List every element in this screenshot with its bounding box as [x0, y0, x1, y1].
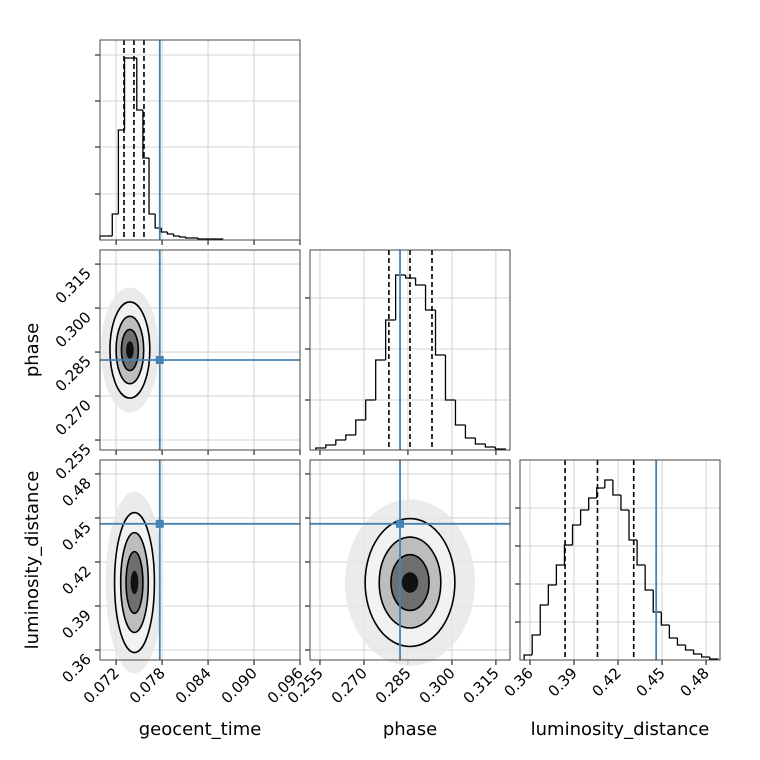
x-tick-label: 0.39 [544, 664, 580, 700]
truth-marker [155, 355, 164, 364]
hist-bin [197, 238, 205, 240]
x-tick-label: 0.270 [328, 664, 371, 707]
hist-bin [692, 650, 702, 655]
y-tick-label: 0.300 [52, 308, 95, 351]
density-contour [126, 341, 134, 359]
hist-bin [434, 310, 446, 356]
hist-bin [365, 399, 376, 420]
hist-bin [604, 479, 613, 488]
x-tick-label: 0.090 [218, 664, 261, 707]
panel-frame [309, 459, 511, 661]
y-axis-label: luminosity_distance [22, 471, 43, 650]
hist-bin [464, 425, 476, 439]
panel-frame [519, 459, 721, 661]
hist-bin [668, 625, 678, 639]
hist-bin [676, 638, 686, 646]
hist-bin [148, 158, 156, 215]
hist-bin [620, 495, 630, 511]
hist-bin [136, 58, 143, 111]
hist-bin [523, 654, 533, 660]
x-tick-label: 0.300 [416, 664, 459, 707]
hist-bin [99, 235, 107, 240]
hist-bin [652, 590, 662, 613]
y-tick-label: 0.39 [58, 606, 94, 642]
hist-bin [660, 612, 670, 626]
hist-bin [644, 565, 654, 591]
y-axis-label: phase [22, 323, 43, 377]
hist-bin [547, 584, 557, 605]
density-contour [401, 572, 419, 593]
hist-bin [385, 319, 396, 360]
hist-bin [684, 645, 694, 651]
y-tick-label: 0.42 [58, 562, 94, 598]
hist-bin [315, 447, 326, 450]
y-tick-label: 0.255 [52, 440, 95, 483]
hist-bin [444, 355, 456, 401]
x-tick-label: 0.36 [500, 664, 536, 700]
hist-bin [424, 285, 436, 311]
hist-bin [335, 439, 346, 445]
hist-bin [142, 110, 150, 159]
y-tick-label: 0.36 [58, 650, 94, 686]
hist-bin [414, 278, 426, 286]
y-tick-label: 0.45 [58, 518, 94, 554]
hist-bin [111, 213, 119, 236]
hist-bin [345, 434, 356, 440]
y-tick-label: 0.270 [52, 396, 95, 439]
x-axis-label: phase [383, 719, 437, 740]
hist-bin [612, 480, 621, 496]
x-tick-label: 0.315 [460, 664, 503, 707]
hist-bin [355, 419, 366, 435]
density-contour [130, 570, 139, 595]
x-tick-label: 0.42 [588, 664, 624, 700]
panel-frame [309, 249, 511, 451]
hist-bin [404, 275, 416, 279]
hist-bin [454, 400, 466, 426]
truth-marker [155, 519, 164, 528]
hist-bin [185, 237, 192, 239]
hist-bin [325, 444, 336, 448]
x-tick-label: 0.285 [372, 664, 415, 707]
hist-bin [636, 540, 646, 566]
x-axis-label: geocent_time [139, 719, 262, 740]
hist-bin [375, 359, 386, 400]
panel-frame [99, 39, 301, 241]
panel-frame [99, 459, 301, 661]
hist-bin [571, 524, 581, 545]
x-axis-label: luminosity_distance [531, 719, 710, 740]
hist-bin [179, 236, 186, 238]
hist-bin [555, 564, 565, 585]
x-tick-label: 0.48 [677, 664, 713, 700]
hist-bin [394, 274, 406, 320]
hist-bin [123, 57, 131, 130]
y-tick-label: 0.285 [52, 352, 95, 395]
hist-bin [172, 234, 180, 237]
hist-bin [160, 228, 168, 233]
hist-bin [531, 634, 541, 655]
hist-bin [117, 129, 125, 214]
x-tick-label: 0.45 [633, 664, 669, 700]
x-tick-label: 0.084 [172, 664, 215, 707]
truth-marker [396, 519, 405, 528]
hist-bin [588, 497, 597, 510]
y-tick-label: 0.315 [52, 264, 95, 307]
hist-bin [474, 438, 486, 445]
panel-frame [99, 249, 301, 451]
hist-bin [484, 444, 496, 448]
hist-bin [166, 232, 174, 235]
hist-bin [539, 604, 549, 635]
hist-bin [701, 654, 710, 658]
hist-bin [579, 509, 589, 525]
